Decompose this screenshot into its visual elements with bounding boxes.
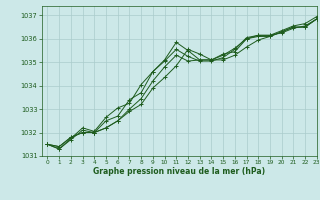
X-axis label: Graphe pression niveau de la mer (hPa): Graphe pression niveau de la mer (hPa) (93, 167, 265, 176)
